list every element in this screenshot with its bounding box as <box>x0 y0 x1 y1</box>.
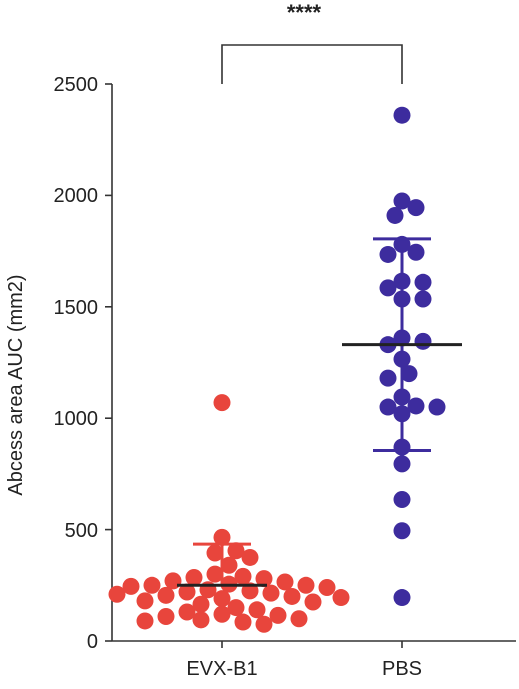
data-point-evx-b1 <box>227 599 245 617</box>
data-point-evx-b1 <box>157 607 175 625</box>
data-point-evx-b1 <box>290 610 308 628</box>
data-point-evx-b1 <box>157 586 175 604</box>
data-point-evx-b1 <box>220 556 238 574</box>
data-point-evx-b1 <box>185 569 203 587</box>
data-point-evx-b1 <box>234 567 252 585</box>
data-point-evx-b1 <box>227 542 245 560</box>
data-point-evx-b1 <box>234 613 252 631</box>
data-point-pbs <box>407 199 425 217</box>
data-point-evx-b1 <box>192 611 210 629</box>
y-tick-label: 2000 <box>54 185 99 207</box>
data-point-pbs <box>379 279 397 297</box>
data-point-evx-b1 <box>255 570 273 588</box>
data-point-pbs <box>386 206 404 224</box>
y-axis-title: Abcess area AUC (mm2) <box>5 274 27 495</box>
data-marks <box>108 106 462 633</box>
data-point-evx-b1 <box>241 548 259 566</box>
x-tick-label-pbs: PBS <box>382 658 422 680</box>
data-point-pbs <box>393 106 411 124</box>
data-point-evx-b1 <box>192 595 210 613</box>
data-point-evx-b1 <box>206 544 224 562</box>
significance-label: **** <box>287 0 322 25</box>
data-point-evx-b1 <box>318 579 336 597</box>
data-point-pbs <box>414 290 432 308</box>
data-point-pbs <box>393 192 411 210</box>
data-point-evx-b1 <box>276 573 294 591</box>
data-point-pbs <box>379 245 397 263</box>
x-ticks: EVX-B1 PBS <box>186 641 422 680</box>
data-point-evx-b1 <box>178 603 196 621</box>
data-point-evx-b1 <box>213 394 231 412</box>
data-point-pbs <box>414 332 432 350</box>
data-point-pbs <box>393 589 411 607</box>
data-point-pbs <box>407 397 425 415</box>
data-point-evx-b1 <box>122 577 140 595</box>
x-tick-label-evx-b1: EVX-B1 <box>186 658 257 680</box>
data-point-evx-b1 <box>136 612 154 630</box>
data-point-evx-b1 <box>108 585 126 603</box>
data-point-evx-b1 <box>283 587 301 605</box>
data-point-evx-b1 <box>255 615 273 633</box>
data-point-evx-b1 <box>213 590 231 608</box>
data-point-evx-b1 <box>262 584 280 602</box>
data-point-pbs <box>393 491 411 509</box>
data-point-evx-b1 <box>269 606 287 624</box>
data-point-evx-b1 <box>332 589 350 607</box>
data-point-evx-b1 <box>213 528 231 546</box>
data-point-pbs <box>379 369 397 387</box>
data-point-pbs <box>393 522 411 540</box>
data-point-evx-b1 <box>213 605 231 623</box>
data-point-evx-b1 <box>248 601 266 619</box>
data-point-evx-b1 <box>304 593 322 611</box>
data-point-pbs <box>414 273 432 291</box>
y-ticks: 0 500 1000 1500 2000 2500 <box>54 74 112 653</box>
data-point-pbs <box>393 455 411 473</box>
data-point-pbs <box>428 398 446 416</box>
y-tick-label: 500 <box>65 520 98 542</box>
data-point-evx-b1 <box>297 576 315 594</box>
significance-bracket <box>221 44 403 84</box>
y-tick-label: 1000 <box>54 408 99 430</box>
data-point-pbs <box>407 243 425 261</box>
data-point-evx-b1 <box>136 592 154 610</box>
data-point-evx-b1 <box>206 565 224 583</box>
y-tick-label: 2500 <box>54 74 99 96</box>
data-point-evx-b1 <box>143 576 161 594</box>
data-point-evx-b1 <box>178 583 196 601</box>
y-tick-label: 1500 <box>54 297 99 319</box>
data-point-pbs <box>400 365 418 383</box>
data-point-pbs <box>379 398 397 416</box>
y-tick-label: 0 <box>87 631 98 653</box>
